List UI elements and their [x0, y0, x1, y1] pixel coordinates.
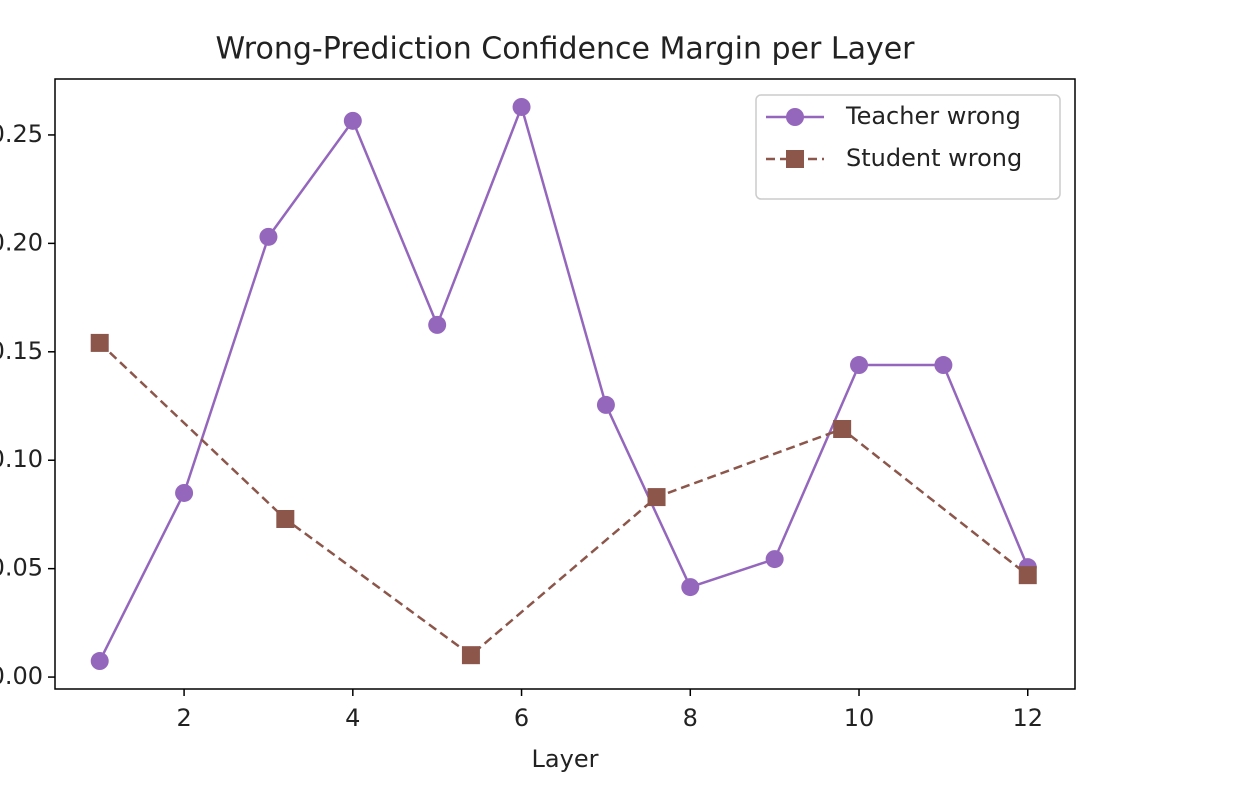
x-tick-label: 4 — [345, 704, 360, 732]
marker — [90, 652, 109, 671]
series-line — [98, 103, 1029, 662]
marker — [343, 111, 362, 130]
marker — [90, 333, 109, 352]
x-tick-label: 2 — [176, 704, 191, 732]
x-tick-label: 10 — [844, 704, 875, 732]
marker — [833, 419, 852, 438]
y-tick-label: 0.15 — [0, 337, 43, 365]
legend-marker — [786, 108, 804, 126]
chart-title: Wrong-Prediction Confidence Margin per L… — [215, 32, 915, 67]
marker — [512, 97, 531, 116]
marker — [596, 395, 615, 414]
legend-label: Teacher wrong — [845, 102, 1021, 130]
marker — [1018, 566, 1037, 585]
x-tick-label: 6 — [514, 704, 529, 732]
x-tick-label: 8 — [683, 704, 698, 732]
series-line — [98, 342, 1029, 657]
x-tick-label: 12 — [1012, 704, 1043, 732]
legend-label: Student wrong — [846, 144, 1022, 172]
marker — [647, 488, 666, 507]
x-axis-label: Layer — [532, 745, 599, 773]
y-tick-label: 0.10 — [0, 445, 43, 473]
y-tick-label: 0.05 — [0, 554, 43, 582]
legend-marker — [786, 150, 804, 168]
plot-frame — [54, 78, 1076, 690]
y-tick-label: 0.25 — [0, 120, 43, 148]
marker — [259, 227, 278, 246]
legend-box — [755, 94, 1061, 200]
marker — [276, 509, 295, 528]
marker — [461, 646, 480, 665]
marker — [428, 315, 447, 334]
marker — [850, 356, 869, 375]
y-tick-label: 0.00 — [0, 662, 43, 690]
y-tick-label: 0.20 — [0, 228, 43, 256]
marker — [934, 356, 953, 375]
marker — [681, 578, 700, 597]
marker — [175, 483, 194, 502]
marker — [765, 550, 784, 569]
